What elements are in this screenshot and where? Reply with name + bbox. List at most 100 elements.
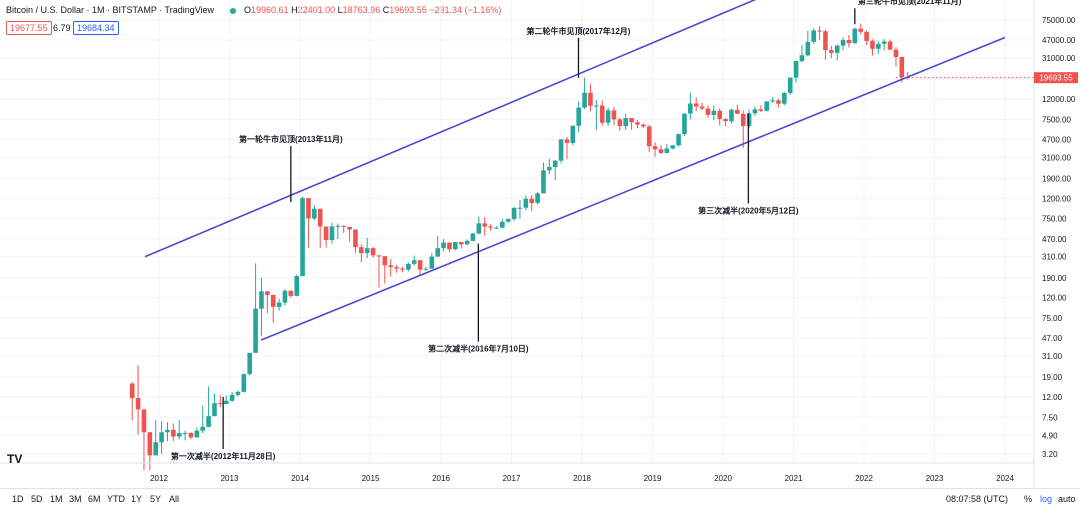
candle	[658, 145, 664, 155]
candle	[576, 101, 582, 133]
y-tick-label: 1200.00	[1042, 194, 1071, 203]
candle	[852, 27, 858, 44]
candle	[388, 258, 394, 277]
annotation-text: 第一轮牛市见顶(2013年11月)	[239, 134, 343, 144]
range-5y[interactable]: 5Y	[150, 494, 162, 504]
candle	[253, 263, 258, 353]
annotation-text: 第一次减半(2012年11月28日)	[171, 451, 276, 461]
price-chart[interactable]: 第一次减半(2012年11月28日) 第一轮牛市见顶(2013年11月) 第二次减半…	[0, 0, 1080, 488]
annotation[interactable]: 第三次减半(2020年5月12日)	[698, 113, 799, 215]
range-5d[interactable]: 5D	[31, 494, 43, 504]
candle	[429, 253, 435, 269]
candle	[881, 39, 887, 51]
candle	[846, 35, 852, 48]
candle	[588, 83, 593, 112]
annotation[interactable]: 第一次减半(2012年11月28日)	[171, 396, 276, 461]
candle	[282, 289, 288, 306]
annotation[interactable]: 第二轮牛市见顶(2017年12月)	[526, 26, 631, 78]
candle	[171, 423, 176, 442]
symbol-title[interactable]: Bitcoin / U.S. Dollar · 1M · BITSTAMP · …	[6, 5, 215, 15]
candle	[270, 294, 276, 323]
candle	[776, 98, 781, 108]
candle	[547, 158, 552, 175]
change-value: −231.34 (−1.16%)	[429, 5, 502, 15]
candle	[870, 39, 875, 56]
y-tick-label: 75.00	[1042, 314, 1063, 323]
candle	[793, 60, 799, 83]
candle	[799, 45, 805, 63]
y-tick-label: 750.00	[1042, 215, 1067, 224]
candle	[153, 420, 159, 456]
range-6m[interactable]: 6M	[88, 494, 101, 504]
candle	[288, 290, 294, 298]
candle	[688, 92, 693, 120]
candle	[182, 430, 188, 441]
log-toggle[interactable]: log	[1040, 494, 1053, 504]
auto-toggle[interactable]: auto	[1058, 494, 1076, 504]
candle	[652, 142, 658, 157]
candle	[141, 409, 147, 471]
candle	[359, 244, 364, 262]
annotation[interactable]: 第一轮牛市见顶(2013年11月)	[239, 134, 343, 203]
candle	[735, 104, 740, 115]
candle	[176, 420, 182, 440]
x-tick-label: 2022	[855, 474, 873, 483]
candle	[223, 395, 229, 404]
market-status-dot	[230, 8, 236, 14]
last-price-label: 19693.55	[1039, 74, 1073, 83]
candle	[811, 28, 817, 44]
utc-clock[interactable]: 08:07:58 (UTC)	[946, 494, 1009, 504]
candle	[623, 113, 629, 130]
sell-price-box[interactable]: 19677.55	[6, 21, 52, 35]
range-1m[interactable]: 1M	[50, 494, 63, 504]
buy-price-box[interactable]: 19684.34	[73, 21, 119, 35]
spread-value: 6.79	[53, 23, 71, 33]
high-label: H	[291, 5, 298, 15]
x-tick-label: 2012	[150, 474, 168, 483]
high-value: 22401.00	[297, 5, 336, 15]
candle	[676, 133, 681, 147]
candle	[711, 105, 717, 121]
candle	[329, 222, 335, 244]
annotation[interactable]: 第二次减半(2016年7月10日)	[428, 243, 529, 354]
candle	[147, 432, 153, 471]
range-ytd[interactable]: YTD	[107, 494, 125, 504]
candle	[523, 195, 529, 211]
channel-line-upper[interactable]	[144, 0, 794, 258]
candle	[406, 262, 411, 272]
tradingview-logo-icon[interactable]: TV	[7, 452, 23, 466]
x-tick-label: 2024	[996, 474, 1014, 483]
candle	[517, 200, 523, 219]
channel-line-lower[interactable]	[260, 36, 1006, 341]
y-tick-label: 7500.00	[1042, 115, 1071, 124]
candle	[476, 216, 482, 235]
range-1d[interactable]: 1D	[12, 494, 24, 504]
candle	[453, 241, 458, 251]
candle	[787, 77, 793, 95]
time-axis[interactable]: 2012 2013 2014 2015 2016 2017 2018 2019 2020 2021…	[0, 462, 1034, 483]
range-1y[interactable]: 1Y	[131, 494, 143, 504]
candle	[241, 373, 247, 393]
open-value: 19960.61	[251, 5, 289, 15]
open-label: O	[244, 5, 252, 15]
candle	[218, 395, 223, 408]
price-axis[interactable]: 3.20 4.90 7.50 12.00 19.00 31.00 47.00 75.00 120…	[1033, 0, 1076, 488]
percent-toggle[interactable]: %	[1024, 494, 1033, 504]
candle	[670, 145, 676, 150]
candle	[817, 26, 822, 41]
candle	[206, 386, 211, 427]
range-all[interactable]: All	[169, 494, 180, 504]
annotation[interactable]: 第三轮牛市见顶(2021年11月)	[854, 0, 962, 25]
candle	[370, 246, 376, 258]
range-3m[interactable]: 3M	[69, 494, 82, 504]
candle	[887, 39, 893, 50]
candle	[394, 265, 399, 273]
candle	[411, 255, 417, 266]
ohlc-readout: O19960.61 H22401.00 L18763.96 C19693.55 …	[244, 5, 501, 15]
x-tick-label: 2020	[714, 474, 732, 483]
last-price-marker: 19693.55	[895, 72, 1078, 84]
candle	[599, 100, 605, 126]
candle	[723, 117, 728, 126]
candle	[558, 139, 564, 164]
price-channel[interactable]	[144, 0, 1006, 341]
